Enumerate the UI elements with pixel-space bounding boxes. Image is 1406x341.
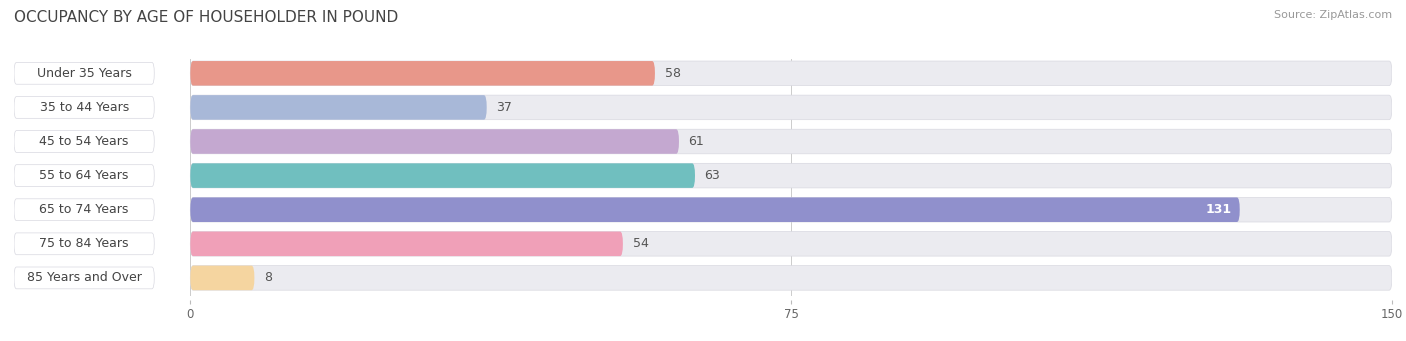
FancyBboxPatch shape xyxy=(14,233,155,255)
Text: OCCUPANCY BY AGE OF HOUSEHOLDER IN POUND: OCCUPANCY BY AGE OF HOUSEHOLDER IN POUND xyxy=(14,10,398,25)
Text: 35 to 44 Years: 35 to 44 Years xyxy=(39,101,129,114)
Text: 61: 61 xyxy=(689,135,704,148)
FancyBboxPatch shape xyxy=(190,95,1392,120)
FancyBboxPatch shape xyxy=(190,61,655,86)
FancyBboxPatch shape xyxy=(190,129,1392,154)
FancyBboxPatch shape xyxy=(190,95,486,120)
Text: 58: 58 xyxy=(665,67,681,80)
FancyBboxPatch shape xyxy=(14,131,155,152)
Text: Source: ZipAtlas.com: Source: ZipAtlas.com xyxy=(1274,10,1392,20)
Text: 37: 37 xyxy=(496,101,512,114)
Text: 45 to 54 Years: 45 to 54 Years xyxy=(39,135,129,148)
Text: 131: 131 xyxy=(1205,203,1232,216)
Text: Under 35 Years: Under 35 Years xyxy=(37,67,132,80)
FancyBboxPatch shape xyxy=(190,266,254,290)
FancyBboxPatch shape xyxy=(190,61,1392,86)
FancyBboxPatch shape xyxy=(190,266,1392,290)
FancyBboxPatch shape xyxy=(14,97,155,118)
FancyBboxPatch shape xyxy=(14,165,155,187)
FancyBboxPatch shape xyxy=(14,62,155,84)
FancyBboxPatch shape xyxy=(190,163,1392,188)
FancyBboxPatch shape xyxy=(14,267,155,289)
FancyBboxPatch shape xyxy=(190,129,679,154)
Text: 85 Years and Over: 85 Years and Over xyxy=(27,271,142,284)
FancyBboxPatch shape xyxy=(190,197,1240,222)
Text: 8: 8 xyxy=(264,271,271,284)
FancyBboxPatch shape xyxy=(190,232,1392,256)
Text: 55 to 64 Years: 55 to 64 Years xyxy=(39,169,129,182)
Text: 75 to 84 Years: 75 to 84 Years xyxy=(39,237,129,250)
Text: 65 to 74 Years: 65 to 74 Years xyxy=(39,203,129,216)
FancyBboxPatch shape xyxy=(14,199,155,221)
Text: 54: 54 xyxy=(633,237,648,250)
Text: 63: 63 xyxy=(704,169,720,182)
FancyBboxPatch shape xyxy=(190,197,1392,222)
FancyBboxPatch shape xyxy=(190,232,623,256)
FancyBboxPatch shape xyxy=(190,163,695,188)
